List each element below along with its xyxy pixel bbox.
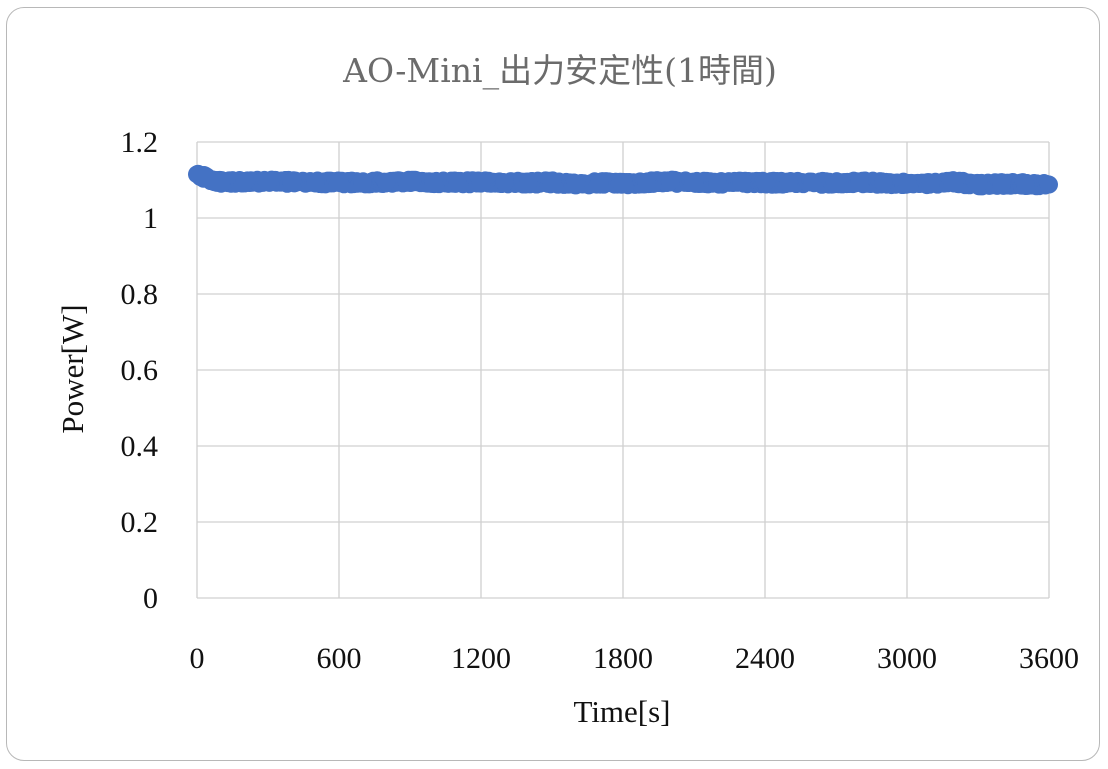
data-point	[874, 174, 893, 193]
data-point	[921, 174, 940, 193]
data-point	[377, 172, 396, 191]
x-tick-label: 1800	[593, 642, 653, 675]
data-point	[543, 173, 561, 192]
chart-title: AO-Mini_出力安定性(1時間)	[342, 51, 777, 91]
data-point	[590, 174, 609, 193]
data-point	[637, 173, 656, 192]
x-tick-label: 3000	[877, 642, 937, 675]
y-tick-labels: 0 0.2 0.4 0.6 0.8 1 1.2	[121, 126, 159, 615]
y-tick-label: 1.2	[121, 126, 159, 159]
data-point	[1016, 175, 1035, 194]
y-tick-label: 0.6	[121, 354, 159, 387]
x-tick-label: 1200	[451, 642, 511, 675]
data-point	[424, 173, 443, 192]
data-point	[708, 173, 727, 192]
chart-frame	[6, 7, 1100, 761]
x-tick-label: 3600	[1019, 642, 1079, 675]
data-point	[779, 174, 798, 193]
x-tick-labels: 0 600 1200 1800 2400 3000 3600	[190, 642, 1080, 675]
data-point	[969, 175, 987, 194]
data-point	[401, 172, 419, 191]
data-point	[850, 173, 869, 192]
data-point	[685, 173, 703, 192]
data-point	[259, 172, 277, 191]
data-point	[756, 173, 774, 192]
data-point	[472, 173, 490, 192]
y-axis-label: Power[W]	[55, 304, 90, 433]
data-points	[188, 164, 1058, 196]
data-point	[235, 172, 254, 191]
y-tick-label: 0.2	[121, 506, 159, 539]
data-point	[1040, 175, 1058, 194]
data-point	[306, 173, 325, 192]
data-point	[992, 174, 1011, 193]
gridlines	[196, 141, 1050, 599]
data-point	[661, 172, 680, 191]
y-tick-label: 0	[143, 582, 158, 615]
data-point	[803, 173, 822, 192]
x-tick-label: 600	[317, 642, 362, 675]
data-point	[495, 173, 514, 192]
data-point	[898, 174, 916, 193]
x-axis-label: Time[s]	[573, 694, 670, 729]
data-point	[732, 173, 751, 192]
data-point	[211, 172, 230, 191]
y-tick-label: 1	[143, 202, 158, 235]
data-point	[827, 174, 845, 193]
data-point	[519, 173, 538, 192]
y-tick-label: 0.4	[121, 430, 159, 463]
x-tick-label: 0	[190, 642, 205, 675]
data-point	[282, 172, 301, 191]
data-point	[353, 173, 372, 192]
data-point	[330, 173, 348, 192]
data-point	[945, 172, 964, 191]
data-point	[614, 174, 632, 193]
x-tick-label: 2400	[735, 642, 795, 675]
data-point	[448, 173, 467, 192]
y-tick-label: 0.8	[121, 278, 159, 311]
data-point	[566, 174, 585, 193]
